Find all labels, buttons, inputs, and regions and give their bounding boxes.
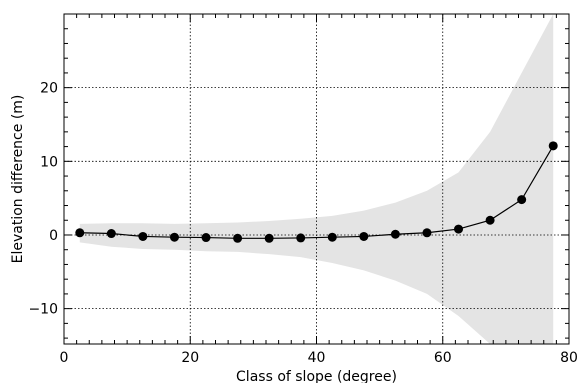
data-point xyxy=(390,229,400,239)
data-point xyxy=(454,224,464,234)
data-point xyxy=(169,232,179,242)
data-point xyxy=(517,195,527,205)
series-line xyxy=(79,145,554,239)
spread-band xyxy=(79,14,554,344)
x-tick-label: 20 xyxy=(181,350,199,366)
data-point xyxy=(548,141,558,151)
x-axis-title: Class of slope (degree) xyxy=(236,369,397,383)
x-tick-label: 60 xyxy=(434,350,452,366)
data-point xyxy=(106,229,116,239)
y-tick-label: 0 xyxy=(49,228,58,244)
y-tick-label: −10 xyxy=(28,302,58,318)
x-tick-label: 0 xyxy=(60,350,69,366)
data-point xyxy=(201,233,211,243)
data-point xyxy=(296,233,306,243)
y-tick-label: 10 xyxy=(40,154,58,170)
data-point xyxy=(233,233,243,243)
data-point xyxy=(75,228,85,238)
data-point xyxy=(485,215,495,225)
data-point xyxy=(422,228,432,238)
y-tick-label: 20 xyxy=(40,81,58,97)
data-point xyxy=(264,233,274,243)
data-point xyxy=(138,231,148,241)
x-tick-label: 80 xyxy=(560,350,578,366)
data-point xyxy=(359,231,369,241)
x-tick-label: 40 xyxy=(308,350,326,366)
y-axis-title: Elevation difference (m) xyxy=(10,95,26,264)
data-point xyxy=(327,232,337,242)
